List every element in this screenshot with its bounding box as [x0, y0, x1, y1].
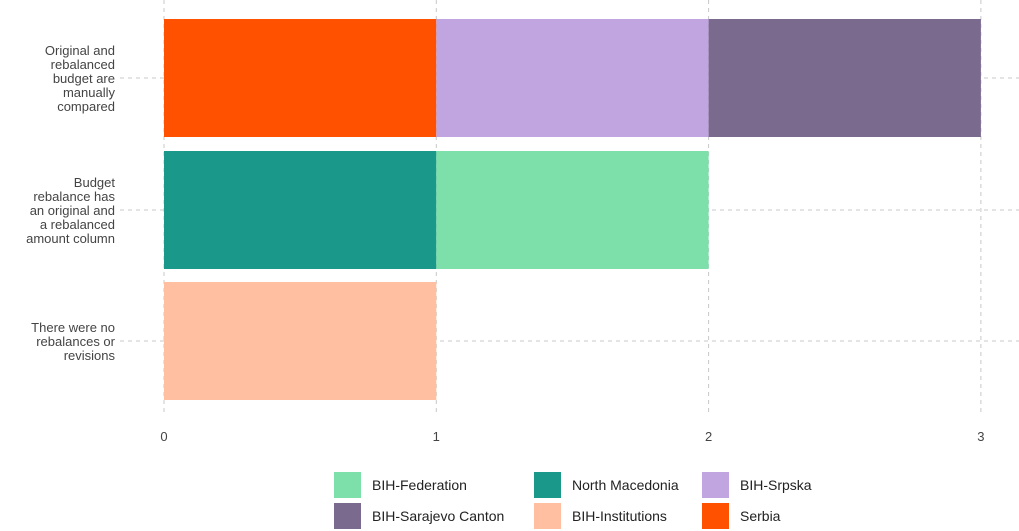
- legend-label: BIH-Federation: [372, 477, 467, 493]
- legend-swatch: [534, 503, 561, 529]
- legend-item: BIH-Sarajevo Canton: [334, 503, 504, 529]
- legend-swatch: [334, 503, 361, 529]
- legend-item: North Macedonia: [534, 472, 679, 498]
- x-tick-label: 0: [160, 429, 167, 444]
- category-label-line: Budget: [73, 175, 115, 190]
- legend: BIH-Federation North Macedonia BIH-Srpska B…: [334, 472, 834, 530]
- category-label-line: a rebalanced: [39, 217, 115, 232]
- bar-bih-srpska: [436, 19, 709, 137]
- bar-bih-institutions: [164, 282, 437, 400]
- legend-item: BIH-Institutions: [534, 503, 667, 529]
- legend-label: BIH-Institutions: [572, 508, 667, 524]
- legend-swatch: [702, 472, 729, 498]
- category-label-line: amount column: [26, 231, 115, 246]
- category-label-line: revisions: [63, 348, 115, 363]
- bar-serbia: [164, 19, 437, 137]
- bar-north-macedonia: [164, 151, 437, 269]
- category-label-line: Original and: [44, 43, 115, 58]
- bar-bih-sarajevo-canton: [708, 19, 981, 137]
- category-label-line: budget are: [52, 71, 115, 86]
- category-label-line: rebalanced: [50, 57, 115, 72]
- category-label-line: There were no: [31, 320, 115, 335]
- x-tick-label: 3: [977, 429, 984, 444]
- legend-swatch: [702, 503, 729, 529]
- legend-item: Serbia: [702, 503, 780, 529]
- category-label-line: rebalances or: [36, 334, 115, 349]
- legend-swatch: [534, 472, 561, 498]
- legend-label: Serbia: [740, 508, 781, 524]
- legend-label: North Macedonia: [572, 477, 679, 493]
- legend-label: BIH-Srpska: [740, 477, 812, 493]
- category-label-line: manually: [62, 85, 115, 100]
- category-label-line: rebalance has: [33, 189, 115, 204]
- category-label: There were no rebalances or revisions: [31, 321, 115, 363]
- legend-label: BIH-Sarajevo Canton: [372, 508, 505, 524]
- category-label-line: an original and: [29, 203, 115, 218]
- category-label: Budget rebalance has an original and a reba…: [26, 176, 115, 246]
- x-tick-label: 2: [705, 429, 712, 444]
- category-label-line: compared: [57, 99, 115, 114]
- bar-bih-federation: [436, 151, 709, 269]
- category-label: Original and rebalanced budget are manually…: [45, 44, 115, 114]
- x-tick-label: 1: [433, 429, 440, 444]
- legend-swatch: [334, 472, 361, 498]
- legend-item: BIH-Federation: [334, 472, 467, 498]
- legend-item: BIH-Srpska: [702, 472, 812, 498]
- stacked-bar-chart: 0 1 2 3: [120, 0, 1019, 444]
